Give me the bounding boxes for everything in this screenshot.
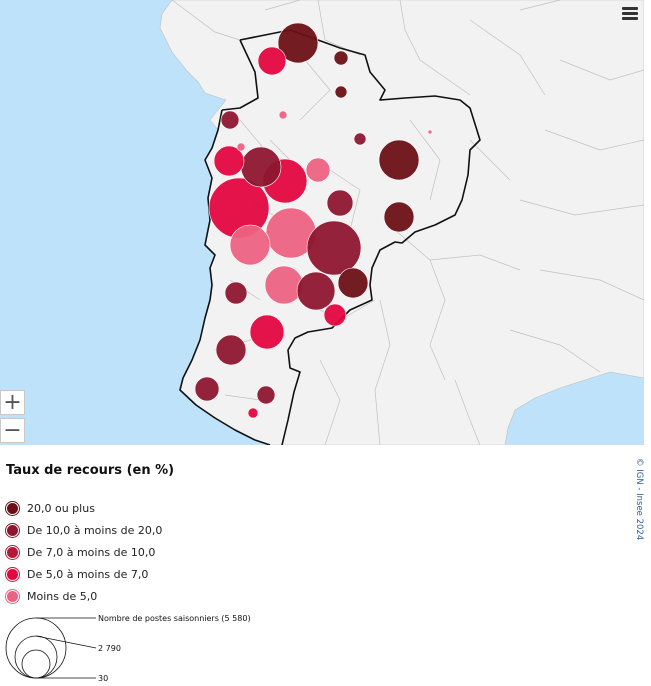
legend-swatch	[6, 589, 19, 603]
bubble[interactable]	[215, 334, 247, 366]
legend-item: De 7,0 à moins de 10,0	[6, 544, 155, 560]
bubble[interactable]	[194, 376, 220, 402]
bubble[interactable]	[334, 85, 348, 99]
bubble[interactable]	[264, 265, 304, 305]
map-credit: © IGN - Insee 2024	[632, 458, 646, 540]
map-panel[interactable]: + −	[0, 0, 644, 445]
legend-swatch	[6, 501, 19, 515]
bubble[interactable]	[378, 139, 420, 181]
bubble[interactable]	[236, 142, 246, 152]
bubble-layer	[194, 22, 433, 419]
bubble[interactable]	[277, 22, 319, 64]
legend-swatch	[6, 545, 19, 559]
size-legend-leader	[35, 635, 97, 649]
region-border	[221, 29, 481, 445]
bubble[interactable]	[247, 407, 259, 419]
zoom-in-button[interactable]: +	[0, 390, 25, 415]
bubble[interactable]	[323, 303, 347, 327]
bubble[interactable]	[257, 46, 287, 76]
bubble[interactable]	[427, 129, 433, 135]
size-legend: Nombre de postes saisonniers (5 580) 2 7…	[5, 614, 251, 683]
map-canvas[interactable]	[0, 0, 644, 445]
region-border-coast	[179, 109, 271, 445]
bubble[interactable]	[306, 220, 362, 276]
size-legend-circle-min	[21, 649, 51, 679]
bubble[interactable]	[326, 189, 354, 217]
bubble[interactable]	[249, 314, 285, 350]
bubble[interactable]	[278, 110, 288, 120]
legend-label: 20,0 ou plus	[27, 501, 95, 515]
legend-item: De 10,0 à moins de 20,0	[6, 522, 162, 538]
zoom-out-button[interactable]: −	[0, 418, 25, 443]
bubble[interactable]	[333, 50, 349, 66]
size-legend-circle-max	[5, 617, 67, 679]
legend-item: De 5,0 à moins de 7,0	[6, 566, 148, 582]
hamburger-menu-icon[interactable]	[619, 2, 643, 24]
bubble[interactable]	[383, 201, 415, 233]
legend-item: 20,0 ou plus	[6, 500, 95, 516]
bubble[interactable]	[353, 132, 367, 146]
bubble[interactable]	[229, 224, 271, 266]
legend-swatch	[6, 567, 19, 581]
bubble[interactable]	[337, 267, 369, 299]
bubble[interactable]	[240, 146, 282, 188]
bubble[interactable]	[296, 271, 336, 311]
size-legend-title: Nombre de postes saisonniers (5 580)	[98, 614, 251, 623]
size-legend-min-label: 30	[98, 674, 108, 683]
legend-label: Moins de 5,0	[27, 589, 98, 603]
legend-title: Taux de recours (en %)	[6, 463, 175, 478]
size-legend-circle-mid	[14, 635, 58, 679]
bubble[interactable]	[220, 110, 240, 130]
size-legend-mid-label: 2 790	[98, 644, 121, 653]
legend-label: De 7,0 à moins de 10,0	[27, 545, 156, 559]
bubble[interactable]	[224, 281, 248, 305]
legend-label: De 5,0 à moins de 7,0	[27, 567, 149, 581]
credit-text: © IGN - Insee 2024	[634, 458, 644, 541]
legend-label: De 10,0 à moins de 20,0	[27, 523, 163, 537]
bubble[interactable]	[256, 385, 276, 405]
bubble[interactable]	[305, 157, 331, 183]
legend-item: Moins de 5,0	[6, 588, 97, 604]
bubble[interactable]	[213, 145, 245, 177]
legend-swatch	[6, 523, 19, 537]
